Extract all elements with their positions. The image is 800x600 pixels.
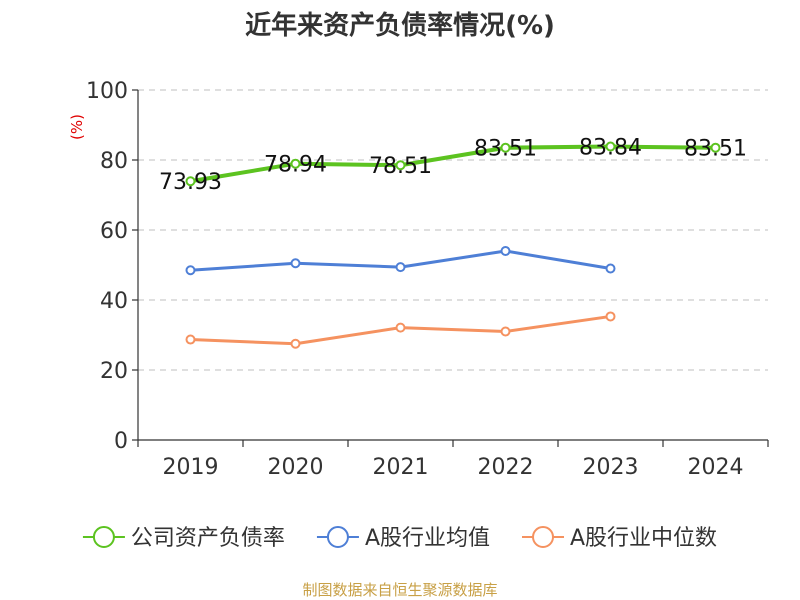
- data-point: [395, 160, 406, 171]
- legend-label: A股行业均值: [365, 526, 490, 551]
- y-tick-label: 80: [100, 149, 128, 174]
- series-line: [188, 144, 718, 184]
- data-label: 83.51: [684, 137, 747, 162]
- y-tick-label: 0: [114, 429, 128, 454]
- legend-marker-circle: [92, 526, 115, 548]
- source-note: 制图数据来自恒生聚源数据库: [302, 581, 497, 599]
- data-point: [605, 263, 616, 274]
- legend-marker-circle: [532, 526, 555, 548]
- y-axis-unit-label: (%): [68, 114, 86, 140]
- data-labels: 73.93 78.94 78.51 83.51 83.84 83.51: [159, 136, 747, 196]
- x-tick-label: 2020: [268, 455, 324, 480]
- data-label: 83.51: [474, 137, 537, 162]
- x-tick-label: 2021: [373, 455, 429, 480]
- data-point: [605, 141, 616, 152]
- data-point: [710, 142, 721, 153]
- axes: 0 20 40 60 80 100 2019 2020 2021 2022 2023 2024: [86, 79, 769, 480]
- y-tick-label: 60: [100, 219, 128, 244]
- legend-item[interactable]: 公司资产负债率: [82, 526, 285, 551]
- x-tick-label: 2019: [163, 455, 219, 480]
- legend-marker-circle: [326, 526, 349, 548]
- data-point: [500, 326, 511, 337]
- data-point: [500, 142, 511, 153]
- data-point: [185, 334, 196, 345]
- gridlines: [138, 89, 768, 371]
- legend-label: 公司资产负债率: [131, 526, 285, 551]
- series-lines: [185, 141, 721, 349]
- chart-title: 近年来资产负债率情况(%): [245, 10, 555, 41]
- data-label: 83.84: [579, 136, 642, 161]
- y-tick-label: 40: [100, 289, 128, 314]
- legend-item[interactable]: A股行业中位数: [522, 526, 717, 551]
- data-label: 73.93: [159, 170, 222, 195]
- x-tick-label: 2022: [478, 455, 534, 480]
- data-point: [290, 258, 301, 269]
- legend-item[interactable]: A股行业均值: [316, 526, 490, 551]
- data-point: [185, 176, 196, 187]
- data-label: 78.94: [264, 153, 327, 178]
- x-tick-label: 2024: [688, 455, 744, 480]
- y-tick-label: 20: [100, 359, 128, 384]
- data-point: [500, 246, 511, 256]
- data-point: [395, 322, 406, 333]
- data-label: 78.51: [369, 154, 432, 179]
- x-tick-label: 2023: [583, 455, 639, 480]
- data-point: [290, 338, 301, 349]
- data-point: [395, 262, 406, 273]
- data-point: [605, 311, 616, 322]
- data-point: [290, 158, 301, 169]
- data-point: [185, 265, 196, 276]
- y-tick-label: 100: [86, 79, 128, 104]
- legend: 公司资产负债率 A股行业均值 A股行业中位数: [82, 526, 717, 551]
- legend-label: A股行业中位数: [570, 526, 717, 551]
